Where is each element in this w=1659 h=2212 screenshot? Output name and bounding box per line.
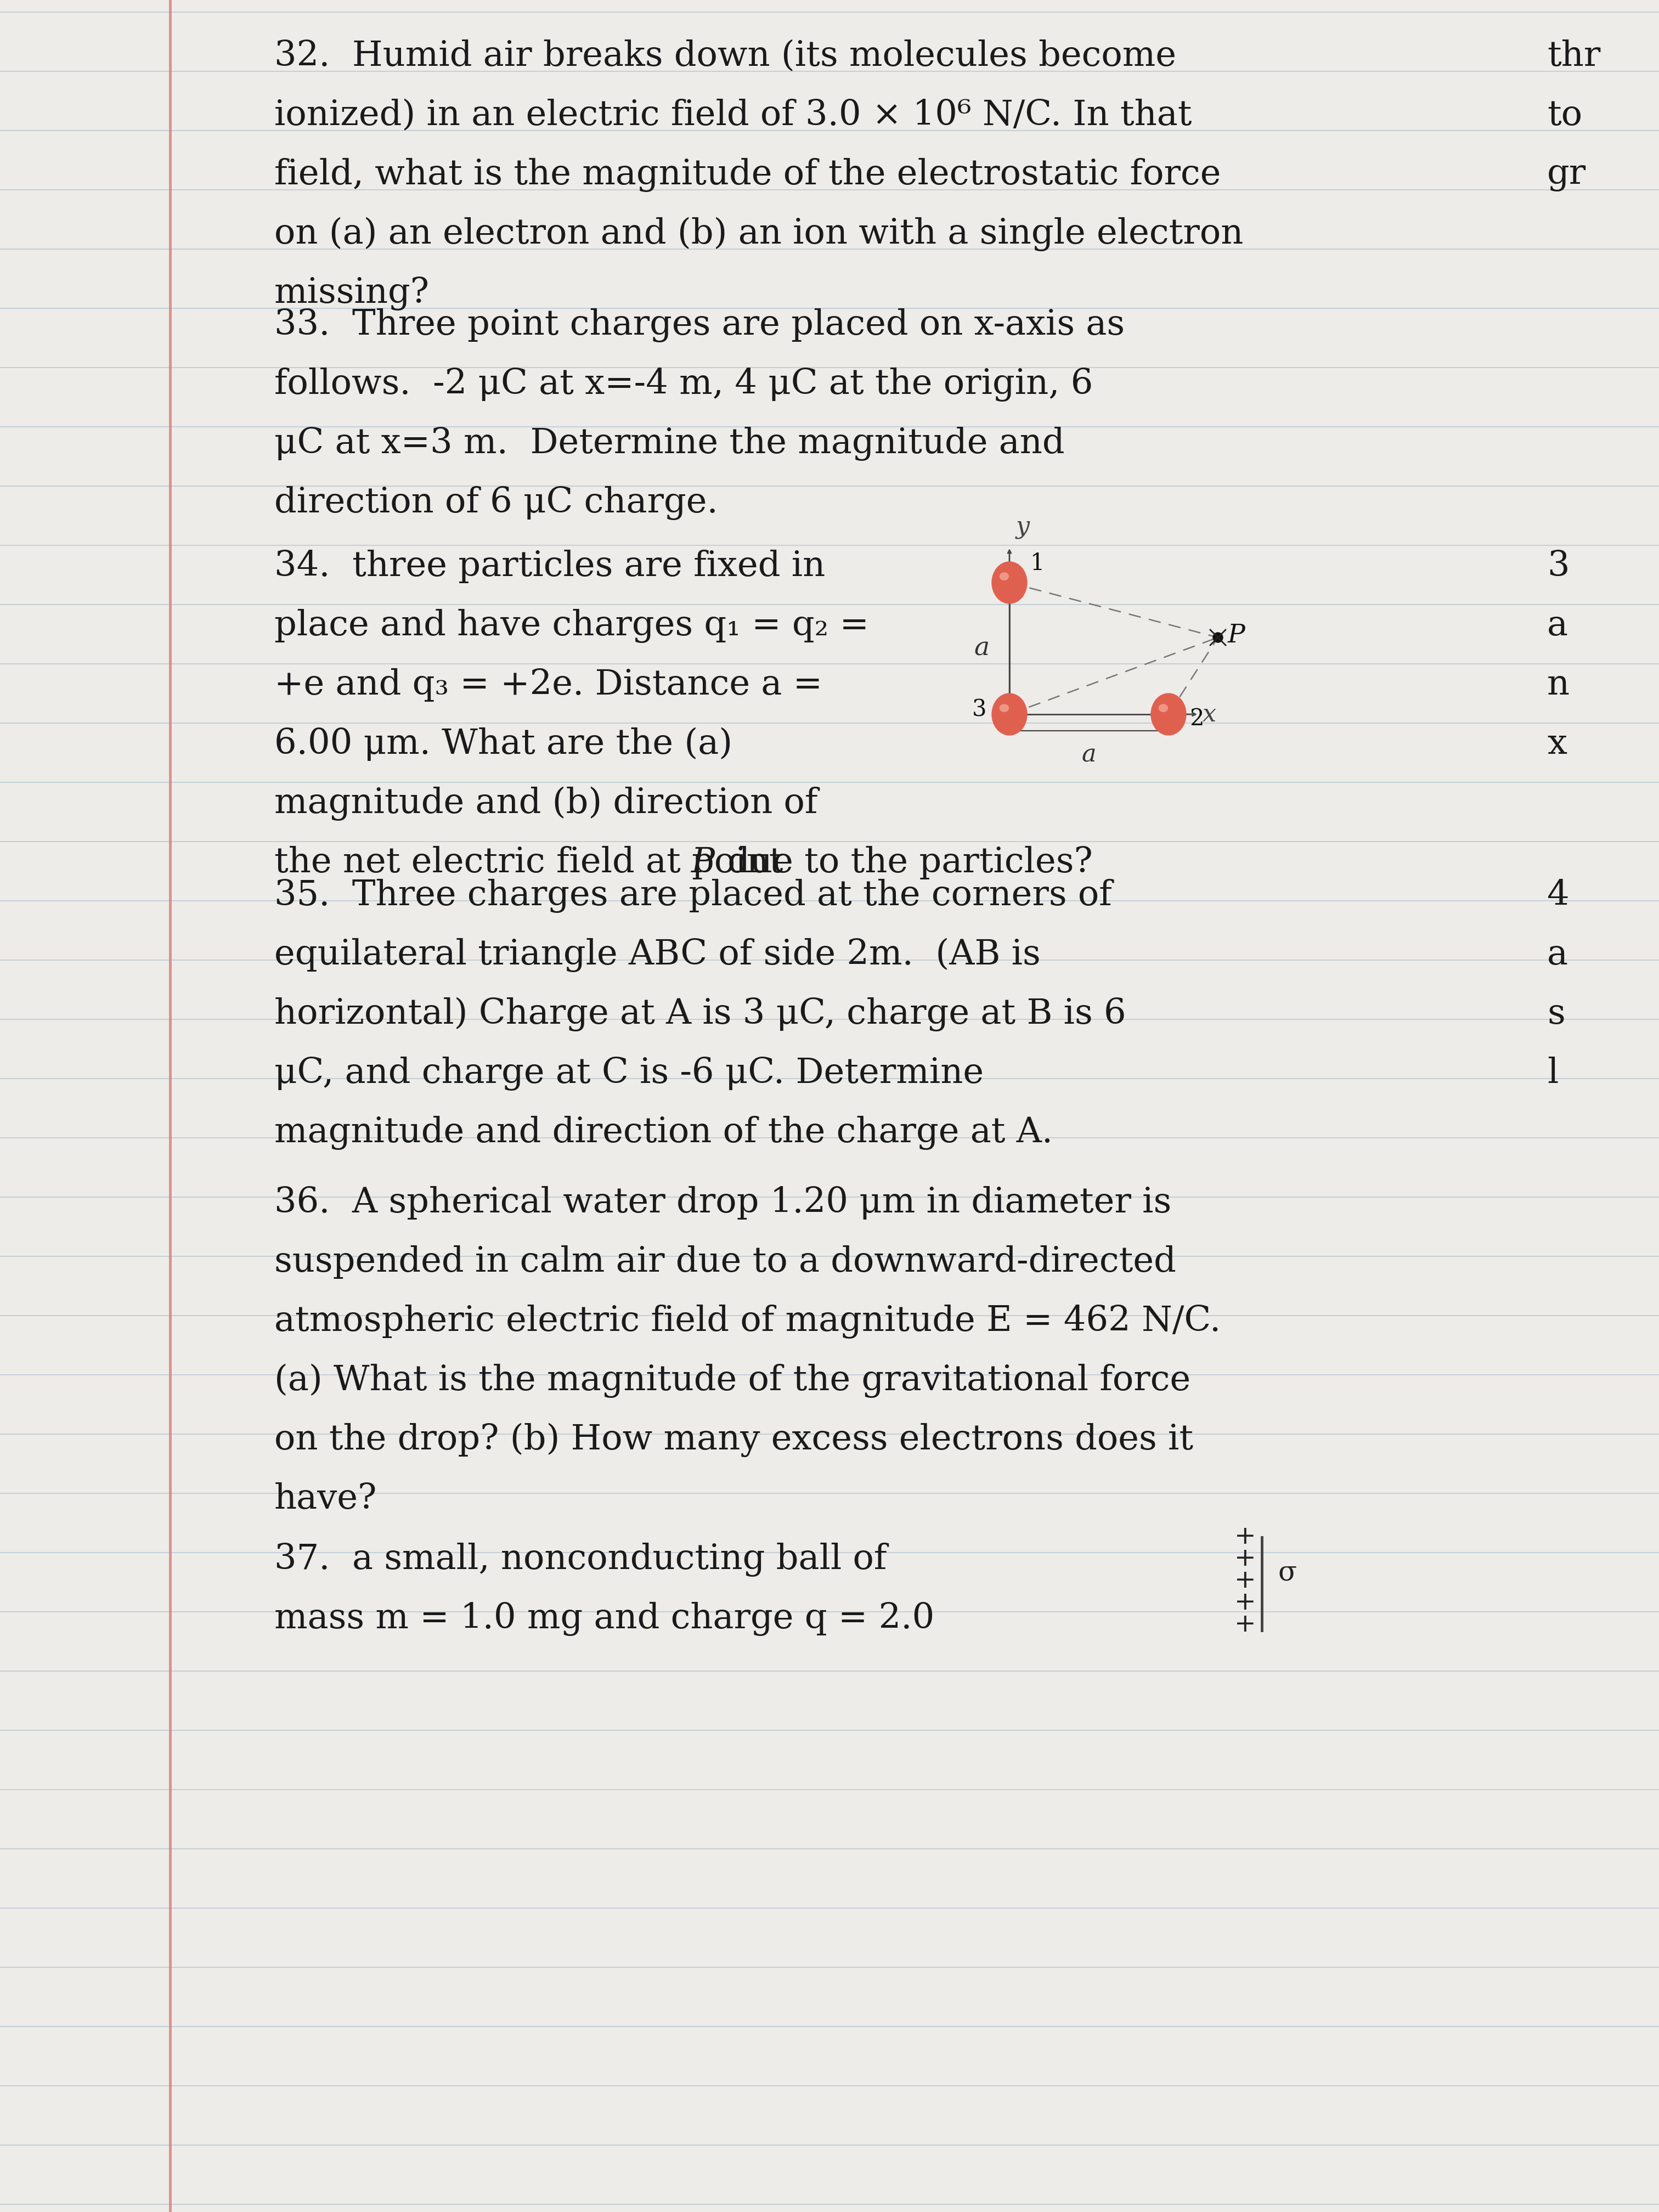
Text: 32.  Humid air breaks down (its molecules become: 32. Humid air breaks down (its molecules… bbox=[274, 40, 1176, 73]
Text: 3: 3 bbox=[1548, 551, 1569, 584]
Text: μC at x=3 m.  Determine the magnitude and: μC at x=3 m. Determine the magnitude and bbox=[274, 427, 1065, 460]
Text: thr: thr bbox=[1548, 40, 1601, 73]
Text: equilateral triangle ABC of side 2m.  (AB is: equilateral triangle ABC of side 2m. (AB… bbox=[274, 938, 1040, 973]
Text: +: + bbox=[1234, 1613, 1256, 1637]
Text: magnitude and (b) direction of: magnitude and (b) direction of bbox=[274, 787, 818, 821]
Text: suspended in calm air due to a downward-directed: suspended in calm air due to a downward-… bbox=[274, 1245, 1176, 1279]
Text: 34.  three particles are fixed in: 34. three particles are fixed in bbox=[274, 551, 825, 584]
Text: the net electric field at point: the net electric field at point bbox=[274, 845, 795, 880]
Ellipse shape bbox=[992, 562, 1027, 604]
Text: 35.  Three charges are placed at the corners of: 35. Three charges are placed at the corn… bbox=[274, 878, 1112, 914]
Ellipse shape bbox=[1151, 692, 1186, 734]
Text: P: P bbox=[1228, 624, 1246, 648]
Text: on the drop? (b) How many excess electrons does it: on the drop? (b) How many excess electro… bbox=[274, 1422, 1193, 1458]
Text: n: n bbox=[1548, 668, 1569, 701]
Text: have?: have? bbox=[274, 1482, 377, 1515]
Ellipse shape bbox=[992, 692, 1027, 734]
Text: missing?: missing? bbox=[274, 276, 430, 310]
Text: a: a bbox=[1548, 938, 1568, 971]
Text: +e and q₃ = +2e. Distance a =: +e and q₃ = +2e. Distance a = bbox=[274, 668, 823, 701]
Text: field, what is the magnitude of the electrostatic force: field, what is the magnitude of the elec… bbox=[274, 157, 1221, 192]
Text: s: s bbox=[1548, 998, 1564, 1031]
Text: +: + bbox=[1234, 1546, 1256, 1571]
Text: direction of 6 μC charge.: direction of 6 μC charge. bbox=[274, 487, 718, 520]
Text: a: a bbox=[1082, 743, 1097, 768]
Text: μC, and charge at C is -6 μC. Determine: μC, and charge at C is -6 μC. Determine bbox=[274, 1057, 984, 1091]
Text: on (a) an electron and (b) an ion with a single electron: on (a) an electron and (b) an ion with a… bbox=[274, 217, 1243, 252]
Text: a: a bbox=[1548, 608, 1568, 641]
Text: +: + bbox=[1234, 1590, 1256, 1615]
Text: to: to bbox=[1548, 100, 1583, 133]
Text: 33.  Three point charges are placed on x-axis as: 33. Three point charges are placed on x-… bbox=[274, 307, 1125, 343]
Text: follows.  -2 μC at x=-4 m, 4 μC at the origin, 6: follows. -2 μC at x=-4 m, 4 μC at the or… bbox=[274, 367, 1093, 403]
Text: place and have charges q₁ = q₂ =: place and have charges q₁ = q₂ = bbox=[274, 608, 869, 644]
Text: 37.  a small, nonconducting ball of: 37. a small, nonconducting ball of bbox=[274, 1542, 888, 1577]
Text: a: a bbox=[974, 637, 990, 661]
Text: x: x bbox=[1548, 728, 1566, 761]
Text: +: + bbox=[1234, 1568, 1256, 1593]
Text: y: y bbox=[1015, 515, 1030, 540]
Text: mass m = 1.0 mg and charge q = 2.0: mass m = 1.0 mg and charge q = 2.0 bbox=[274, 1601, 934, 1637]
Text: atmospheric electric field of magnitude E = 462 N/C.: atmospheric electric field of magnitude … bbox=[274, 1305, 1221, 1338]
Text: gr: gr bbox=[1548, 157, 1586, 192]
Text: 3: 3 bbox=[972, 699, 987, 721]
Text: 6.00 μm. What are the (a): 6.00 μm. What are the (a) bbox=[274, 728, 733, 761]
Circle shape bbox=[1213, 633, 1223, 641]
Text: σ: σ bbox=[1279, 1559, 1297, 1586]
Text: magnitude and direction of the charge at A.: magnitude and direction of the charge at… bbox=[274, 1115, 1053, 1150]
Text: (a) What is the magnitude of the gravitational force: (a) What is the magnitude of the gravita… bbox=[274, 1365, 1191, 1398]
Ellipse shape bbox=[1000, 573, 1009, 580]
Text: 1: 1 bbox=[1030, 553, 1045, 575]
Text: x: x bbox=[1203, 703, 1216, 726]
Text: 4: 4 bbox=[1548, 878, 1569, 911]
Text: P: P bbox=[692, 845, 715, 880]
Text: ionized) in an electric field of 3.0 × 10⁶ N/C. In that: ionized) in an electric field of 3.0 × 1… bbox=[274, 100, 1191, 133]
Ellipse shape bbox=[1000, 703, 1009, 712]
Text: due to the particles?: due to the particles? bbox=[717, 845, 1093, 880]
Text: 36.  A spherical water drop 1.20 μm in diameter is: 36. A spherical water drop 1.20 μm in di… bbox=[274, 1186, 1171, 1219]
Text: horizontal) Charge at A is 3 μC, charge at B is 6: horizontal) Charge at A is 3 μC, charge … bbox=[274, 998, 1126, 1031]
Text: +: + bbox=[1234, 1524, 1256, 1551]
Text: l: l bbox=[1548, 1057, 1558, 1091]
Ellipse shape bbox=[1160, 703, 1168, 712]
Text: 2: 2 bbox=[1190, 708, 1204, 730]
